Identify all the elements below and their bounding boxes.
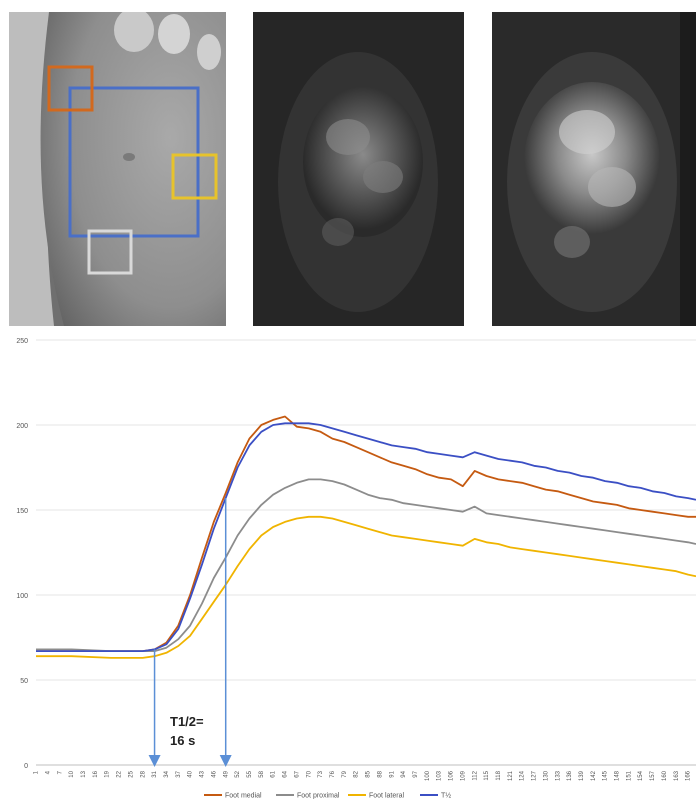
annotation-line2: 16 s bbox=[170, 733, 196, 748]
chart-legend: Foot medial Foot proximal Foot lateral T½ bbox=[204, 792, 451, 800]
y-axis-ticks: 0 50 100 150 200 250 bbox=[16, 338, 28, 770]
x-tick-label: 166 bbox=[686, 770, 692, 781]
x-tick-label: 64 bbox=[283, 770, 289, 777]
legend-label: Foot lateral bbox=[369, 793, 404, 800]
intensity-line-chart: 0 50 100 150 200 250 1 4 7 10 13 16 19 22 25 28 31 34 37 4… bbox=[0, 330, 696, 805]
x-tick-label: 13 bbox=[81, 770, 87, 777]
fluorescence-late bbox=[492, 12, 696, 326]
chart-series bbox=[36, 415, 696, 659]
annotation-line1: T1/2= bbox=[170, 714, 204, 729]
x-tick-label: 28 bbox=[140, 770, 146, 777]
x-tick-label: 82 bbox=[354, 770, 360, 777]
t-half-annotation: T1/2= 16 s bbox=[170, 712, 204, 750]
x-tick-label: 100 bbox=[425, 770, 431, 781]
x-axis-ticks: 1 4 7 10 13 16 19 22 25 28 31 34 37 40 43 46 49 52 55 58 61 6… bbox=[34, 770, 692, 781]
y-tick-label: 250 bbox=[16, 338, 28, 345]
x-tick-label: 91 bbox=[389, 770, 395, 777]
x-tick-label: 115 bbox=[484, 770, 490, 780]
x-tick-label: 106 bbox=[449, 770, 455, 781]
x-tick-label: 52 bbox=[235, 770, 241, 777]
x-tick-label: 151 bbox=[626, 770, 632, 781]
x-tick-label: 58 bbox=[259, 770, 265, 777]
roi-total-box bbox=[68, 86, 200, 238]
x-tick-label: 34 bbox=[164, 770, 170, 777]
x-tick-label: 94 bbox=[401, 770, 407, 777]
x-tick-label: 79 bbox=[342, 770, 348, 777]
x-tick-label: 139 bbox=[579, 770, 585, 781]
x-tick-label: 25 bbox=[128, 770, 134, 777]
x-tick-label: 88 bbox=[377, 770, 383, 777]
x-tick-label: 43 bbox=[200, 770, 206, 777]
x-tick-label: 103 bbox=[437, 770, 443, 781]
roi-lateral-box bbox=[171, 153, 218, 200]
x-tick-label: 19 bbox=[105, 770, 111, 777]
x-tick-label: 67 bbox=[294, 770, 300, 777]
x-tick-label: 127 bbox=[532, 770, 538, 781]
series-line-t- bbox=[36, 422, 696, 652]
series-line-foot-lateral bbox=[36, 515, 696, 659]
x-tick-label: 40 bbox=[188, 770, 194, 777]
x-tick-label: 121 bbox=[508, 770, 514, 781]
x-tick-label: 112 bbox=[472, 770, 478, 780]
legend-label: Foot proximal bbox=[297, 793, 340, 800]
x-tick-label: 136 bbox=[567, 770, 573, 781]
x-tick-label: 142 bbox=[591, 770, 597, 781]
x-tick-label: 160 bbox=[662, 770, 668, 781]
x-tick-label: 7 bbox=[57, 770, 63, 774]
x-tick-label: 70 bbox=[306, 770, 312, 777]
x-tick-label: 76 bbox=[330, 770, 336, 777]
x-tick-label: 85 bbox=[366, 770, 372, 777]
chart-grid bbox=[36, 339, 696, 766]
x-tick-label: 133 bbox=[555, 770, 561, 781]
x-tick-label: 109 bbox=[460, 770, 466, 781]
x-tick-label: 163 bbox=[674, 770, 680, 781]
y-tick-label: 150 bbox=[16, 508, 28, 515]
x-tick-label: 46 bbox=[211, 770, 217, 777]
x-tick-label: 73 bbox=[318, 770, 324, 777]
x-tick-label: 55 bbox=[247, 770, 253, 777]
x-tick-label: 10 bbox=[69, 770, 75, 777]
chart-svg: 0 50 100 150 200 250 1 4 7 10 13 16 19 22 25 28 31 34 37 4… bbox=[16, 338, 696, 800]
x-tick-label: 16 bbox=[93, 770, 99, 777]
x-tick-label: 154 bbox=[638, 770, 644, 781]
fluorescence-early bbox=[253, 12, 464, 326]
x-tick-label: 49 bbox=[223, 770, 229, 777]
x-tick-label: 157 bbox=[650, 770, 656, 781]
series-line-foot-medial bbox=[36, 415, 696, 652]
roi-proximal-box bbox=[87, 229, 133, 275]
x-tick-label: 37 bbox=[176, 770, 182, 777]
series-line-foot-proximal bbox=[36, 478, 696, 652]
y-tick-label: 50 bbox=[20, 678, 28, 685]
reference-photo bbox=[9, 12, 226, 326]
y-tick-label: 200 bbox=[16, 423, 28, 430]
x-tick-label: 97 bbox=[413, 770, 419, 777]
x-tick-label: 118 bbox=[496, 770, 502, 780]
y-tick-label: 0 bbox=[24, 763, 28, 770]
x-tick-label: 124 bbox=[520, 770, 526, 781]
x-tick-label: 145 bbox=[603, 770, 609, 781]
legend-label: T½ bbox=[441, 792, 451, 800]
x-tick-label: 1 bbox=[34, 770, 40, 774]
t-half-markers bbox=[148, 498, 232, 767]
x-tick-label: 148 bbox=[615, 770, 621, 781]
x-tick-label: 31 bbox=[152, 770, 158, 777]
y-tick-label: 100 bbox=[16, 593, 28, 600]
x-tick-label: 22 bbox=[117, 770, 123, 777]
legend-label: Foot medial bbox=[225, 793, 262, 800]
x-tick-label: 4 bbox=[45, 770, 51, 774]
roi-medial-box bbox=[47, 65, 94, 112]
x-tick-label: 130 bbox=[543, 770, 549, 781]
x-tick-label: 61 bbox=[271, 770, 277, 777]
